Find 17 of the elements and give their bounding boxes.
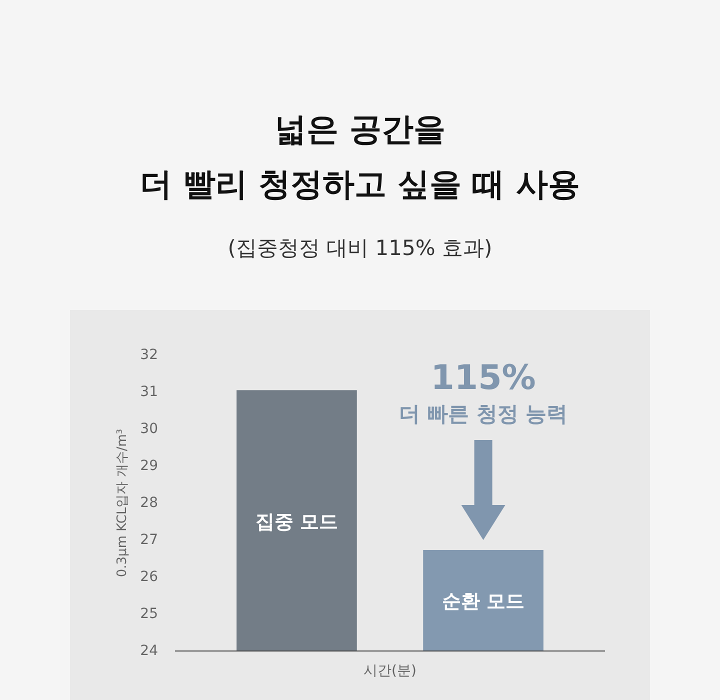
y-tick-label: 31: [140, 384, 158, 400]
y-tick-label: 32: [140, 346, 158, 363]
y-tick-label: 28: [140, 494, 158, 511]
x-axis-title: 시간(분): [364, 663, 416, 679]
annotation: 더 빠른 청정 능력: [398, 402, 568, 426]
y-tick-label: 30: [140, 420, 158, 437]
y-axis-title: 0.3μm KCL입자 개수/m³: [115, 428, 130, 578]
chart-subtitle: (집중청정 대비 115% 효과): [228, 236, 492, 260]
y-tick-label: 26: [140, 568, 158, 585]
x-tick-label: 집중 모드: [255, 510, 338, 533]
x-tick-label: 순환 모드: [442, 590, 525, 613]
y-tick-label: 25: [140, 606, 158, 622]
y-tick-label: 29: [140, 458, 158, 474]
y-tick-label: 27: [140, 532, 158, 548]
y-tick-label: 24: [140, 642, 158, 659]
chart-title: 넓은 공간을 더 빨리 청정하고 싶을 때 사용: [140, 110, 580, 203]
annotation: 115%: [430, 358, 536, 398]
